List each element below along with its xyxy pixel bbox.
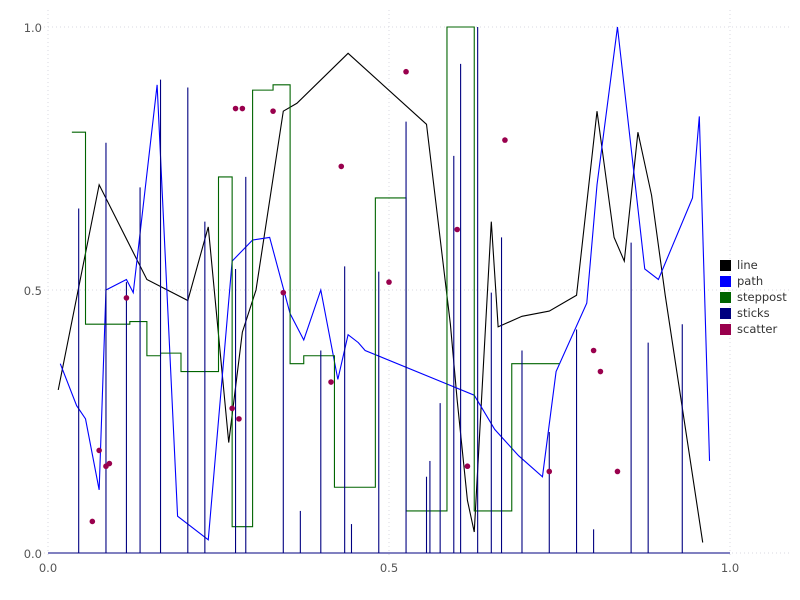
scatter-point (597, 368, 604, 375)
legend-label-path: path (737, 274, 764, 288)
scatter-point (403, 68, 409, 75)
legend-item-scatter[interactable]: scatter (720, 322, 787, 337)
legend-swatch-line (720, 260, 731, 271)
legend-swatch-path (720, 276, 731, 287)
legend-item-sticks[interactable]: sticks (720, 306, 787, 321)
scatter-point (386, 279, 392, 285)
legend-label-line: line (737, 258, 758, 272)
scatter-point (464, 463, 471, 470)
scatter-point (502, 137, 508, 143)
scatter-point (270, 108, 276, 114)
legend-item-line[interactable]: line (720, 258, 787, 273)
legend-item-path[interactable]: path (720, 274, 787, 289)
scatter-point (123, 295, 130, 301)
scatter-point (96, 447, 102, 454)
legend-item-steppost[interactable]: steppost (720, 290, 787, 305)
legend-label-scatter: scatter (737, 322, 778, 336)
scatter-point (454, 226, 461, 233)
scatter-point (614, 468, 621, 475)
scatter-point (546, 468, 553, 475)
series-scatter (89, 68, 621, 525)
series-layer (48, 26, 730, 554)
scatter-point (280, 289, 287, 296)
scatter-point (236, 416, 242, 422)
series-line (57, 52, 704, 543)
legend-label-sticks: sticks (737, 306, 770, 320)
legend-swatch-scatter (720, 324, 731, 335)
legend-label-steppost: steppost (737, 290, 787, 304)
legend-swatch-steppost (720, 292, 731, 303)
legend-swatch-sticks (720, 308, 731, 319)
y-tick-label-0: 0.0 (23, 547, 42, 561)
scatter-point (590, 347, 597, 354)
chart-legend: line path steppost sticks scatter (720, 258, 787, 337)
scatter-point (239, 105, 246, 112)
scatter-point (106, 460, 113, 467)
x-tick-label-1: 0.5 (379, 561, 399, 575)
scatter-point (232, 105, 239, 112)
x-tick-label-2: 1.0 (720, 561, 740, 575)
scatter-point (229, 405, 235, 412)
series-steppost (71, 26, 560, 528)
y-tick-label-1: 0.5 (23, 284, 42, 298)
y-tick-label-2: 1.0 (23, 21, 42, 35)
series-sticks (48, 27, 730, 554)
x-tick-label-0: 0.0 (38, 561, 58, 575)
series-path (59, 26, 711, 541)
scatter-point (338, 163, 345, 170)
gridlines (40, 10, 790, 558)
scatter-point (89, 518, 96, 525)
scatter-point (328, 379, 334, 385)
